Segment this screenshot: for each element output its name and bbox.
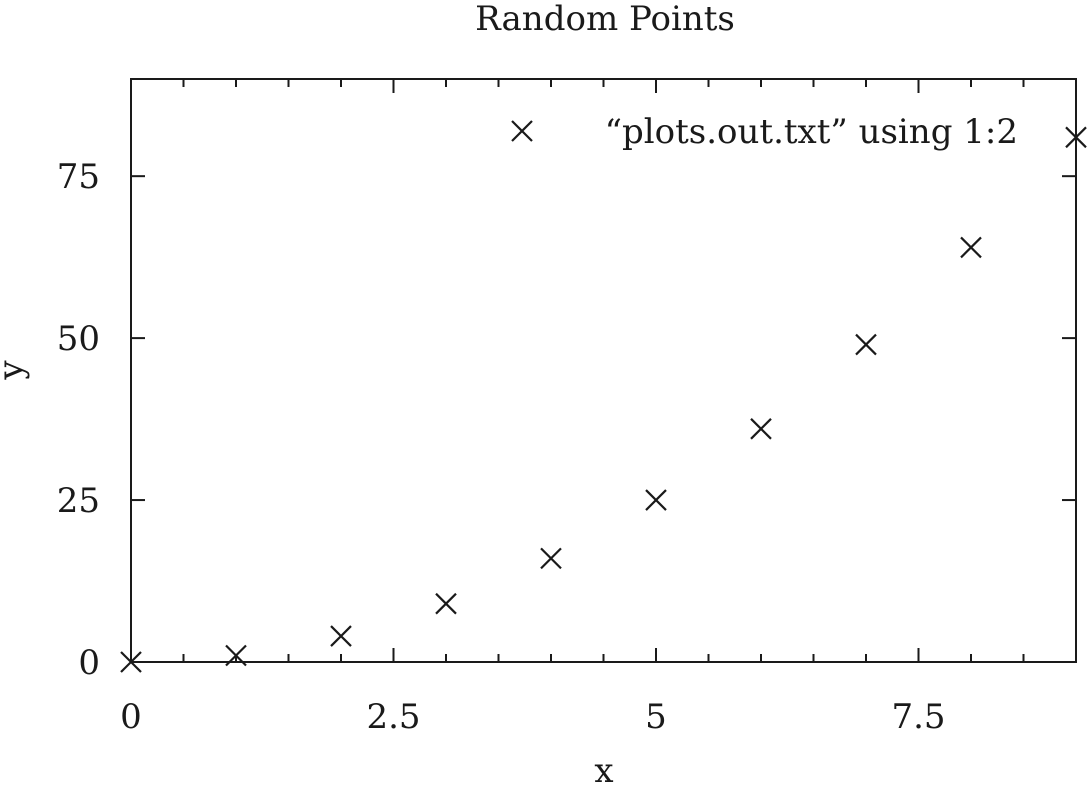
y-tick-label: 25 — [57, 481, 100, 521]
data-point — [120, 651, 142, 673]
x-tick-label: 0 — [120, 697, 142, 737]
data-point — [330, 625, 352, 647]
x-axis-label: x — [594, 751, 613, 787]
data-point — [225, 644, 247, 667]
chart-title: Random Points — [475, 0, 735, 39]
data-points — [120, 126, 1087, 673]
y-axis-label: y — [0, 360, 31, 381]
data-point — [855, 333, 877, 356]
legend-marker — [511, 120, 533, 142]
y-tick-label: 50 — [57, 319, 100, 359]
plot-frame — [130, 78, 1077, 663]
legend-marker-stroke — [511, 120, 533, 142]
x-tick-label: 7.5 — [891, 697, 945, 737]
x-tick-label: 5 — [645, 697, 667, 737]
axis-ticks — [130, 79, 1076, 663]
x-tick-label: 2.5 — [366, 697, 420, 737]
data-point — [750, 418, 772, 440]
data-point — [435, 592, 457, 615]
legend-label: “plots.out.txt” using 1:2 — [605, 112, 1018, 152]
data-point — [960, 236, 982, 259]
data-point — [540, 547, 562, 570]
axis-tick-labels: 0 2.5 5 7.5 0 25 50 75 — [57, 157, 946, 737]
legend: “plots.out.txt” using 1:2 — [511, 112, 1018, 152]
data-point — [1065, 126, 1087, 149]
y-tick-label: 0 — [78, 643, 100, 683]
data-point — [645, 489, 667, 511]
y-tick-label: 75 — [57, 157, 100, 197]
